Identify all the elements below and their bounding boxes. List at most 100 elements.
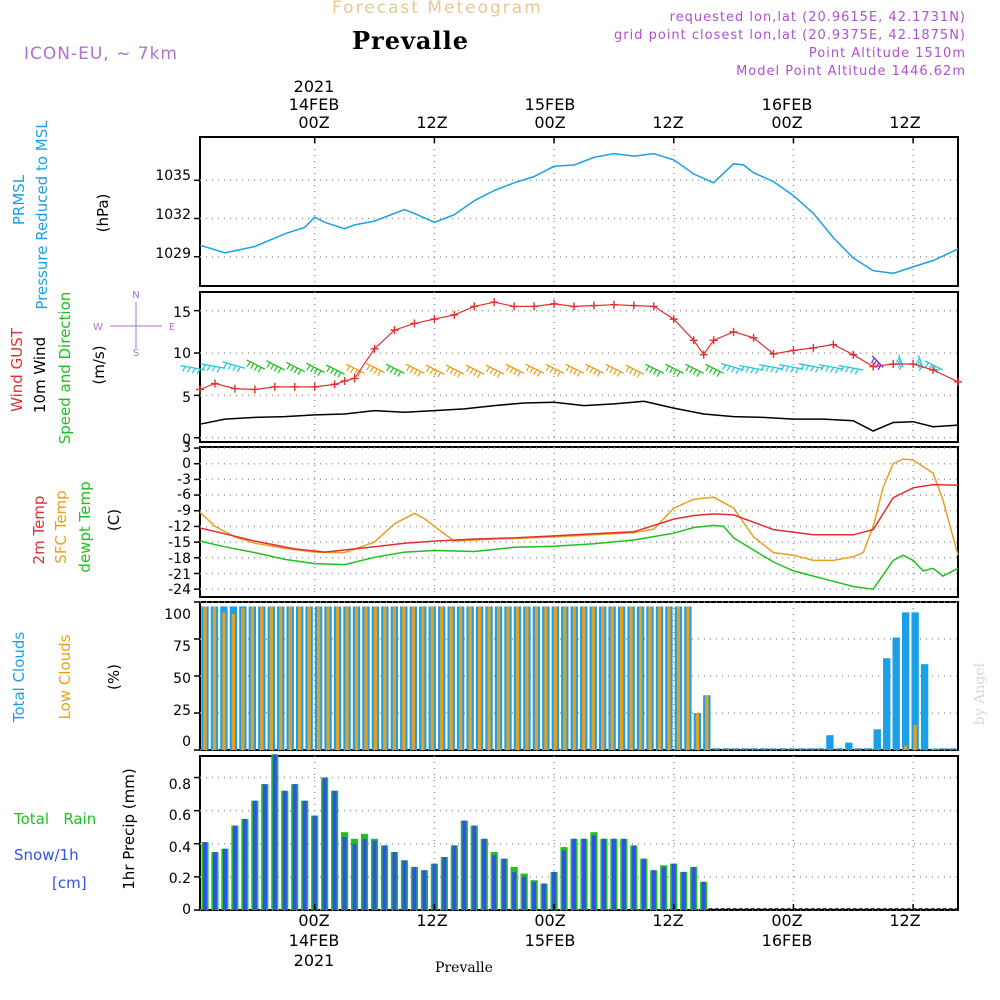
gust-marker-31 xyxy=(769,349,778,358)
wind-arrow-feather-14-1 xyxy=(477,372,482,378)
pressure-tick-0: 1035 xyxy=(155,168,191,184)
wind-direction-label: Speed and Direction xyxy=(56,292,74,445)
precip-snow-bar-11 xyxy=(312,815,317,910)
wind-arrow-feather-24-4 xyxy=(665,365,670,372)
wind-arrow-19 xyxy=(565,363,585,377)
gust-marker-34 xyxy=(829,340,838,349)
bottom-year-label: 2021 xyxy=(294,951,335,970)
precip-snow-bar-50 xyxy=(701,881,706,910)
wind-arrow-feather-31-4 xyxy=(800,364,805,371)
wind-arrow-feather-24-3 xyxy=(669,367,674,374)
gust-marker-14 xyxy=(450,310,459,319)
precip-snow-bar-24 xyxy=(442,857,447,910)
wind-arrow-15 xyxy=(485,364,505,378)
wind-arrow-36 xyxy=(915,355,924,372)
wind-arrow-feather-20-3 xyxy=(589,367,594,374)
cloud-low-bar-14 xyxy=(335,606,340,750)
wind-arrow-24 xyxy=(665,363,685,377)
wind-arrow-feather-21-3 xyxy=(609,367,614,374)
gust-marker-12 xyxy=(410,319,419,328)
wind-arrow-feather-7-3 xyxy=(330,368,335,374)
gust-marker-2 xyxy=(230,384,239,393)
wind-arrow-shaft-37 xyxy=(924,360,944,371)
precip-snow-bar-10 xyxy=(302,800,307,910)
wind-arrow-feather-27-1 xyxy=(735,368,740,374)
cloud-low-bar-44 xyxy=(619,606,624,750)
wind-arrow-shaft-30 xyxy=(778,364,804,370)
gust-marker-29 xyxy=(729,327,738,336)
cloud-low-bar-4 xyxy=(241,607,245,750)
wind-arrow-37 xyxy=(924,360,944,374)
precip-snow-bar-4 xyxy=(242,818,247,910)
precip-snow-bar-48 xyxy=(681,871,686,910)
wind-arrow-feather-0-4 xyxy=(181,366,186,372)
wind-arrow-feather-17-3 xyxy=(529,367,534,374)
clouds-unit-label: (%) xyxy=(105,664,123,690)
cloud-low-bar-24 xyxy=(430,606,434,750)
wind-arrow-feather-22-2 xyxy=(632,370,637,376)
gust-marker-30 xyxy=(749,333,758,342)
wind-arrow-2 xyxy=(222,361,246,373)
wind-arrow-shaft-24 xyxy=(665,363,685,374)
wind-arrow-feather-23-3 xyxy=(649,367,654,374)
wind-arrow-feather-12-3 xyxy=(429,368,434,374)
cloud-low-bar-16 xyxy=(354,606,359,750)
cloud-total-bar-71 xyxy=(873,729,881,750)
wind-arrow-6 xyxy=(305,362,325,376)
wind-arrow-23 xyxy=(645,363,665,377)
precip-snow-bar-30 xyxy=(502,858,507,910)
clouds-low-label: Low Clouds xyxy=(56,634,74,719)
wind-arrow-feather-7-2 xyxy=(333,370,338,376)
grid-coords: grid point closest lon,lat (20.9375E, 42… xyxy=(614,28,966,43)
wind-arrow-14 xyxy=(465,364,485,378)
temp2m-line xyxy=(199,483,959,553)
wind-arrow-feather-19-4 xyxy=(565,365,570,372)
wind-arrow-shaft-14 xyxy=(465,364,485,375)
gust-marker-0 xyxy=(196,385,204,394)
wind-arrow-feather-29-3 xyxy=(765,366,770,372)
wind-tick-1: 10 xyxy=(173,346,191,362)
wind-arrow-0 xyxy=(180,364,206,375)
wind-arrow-feather-21-2 xyxy=(613,369,618,375)
wind-arrow-feather-7-4 xyxy=(326,366,331,373)
precip-snow-bar-16 xyxy=(362,838,367,910)
pressure-tick-2: 1029 xyxy=(155,246,191,262)
cloud-total-bar-74 xyxy=(901,612,910,750)
gust-marker-25 xyxy=(669,315,678,324)
cloud-low-bar-43 xyxy=(610,606,614,750)
bottom-tick-line1-1: 12Z xyxy=(416,911,447,930)
wind-arrow-1 xyxy=(200,363,226,373)
wind-arrow-feather-15-2 xyxy=(493,370,498,376)
wind-arrow-feather-17-2 xyxy=(533,369,538,375)
cloud-low-bar-15 xyxy=(345,606,349,750)
wind-arrow-feather-0-2 xyxy=(191,367,196,374)
wind-arrow-feather-26-4 xyxy=(705,365,710,372)
wind-arrow-feather-28-3 xyxy=(745,366,750,373)
wind-arrow-shaft-3 xyxy=(246,359,266,370)
wind-arrow-feather-13-4 xyxy=(446,366,451,373)
precip-snow-bar-47 xyxy=(671,863,676,910)
wind-arrow-feather-11-1 xyxy=(417,371,422,377)
wind-arrow-30 xyxy=(778,364,804,374)
gust-marker-27 xyxy=(699,350,708,359)
precip-snow-bar-1 xyxy=(212,852,217,910)
precip-snow-bar-21 xyxy=(412,866,417,910)
cloud-low-bar-9 xyxy=(288,606,292,750)
wind-arrow-feather-25-4 xyxy=(685,365,690,372)
temp-tick-5: -12 xyxy=(168,519,191,535)
wind-arrow-feather-11-3 xyxy=(409,367,414,374)
wind-arrow-feather-19-3 xyxy=(569,367,574,374)
cloud-low-bar-41 xyxy=(591,606,595,750)
wind-arrow-shaft-17 xyxy=(525,363,545,374)
wind-arrow-shaft-20 xyxy=(585,363,605,374)
wind-arrow-shaft-16 xyxy=(505,363,525,374)
gust-marker-23 xyxy=(629,301,638,310)
precip-snow-bar-2 xyxy=(222,848,227,910)
cloud-low-bar-17 xyxy=(364,606,368,750)
wind-arrow-feather-4-3 xyxy=(270,364,275,370)
gust-line xyxy=(199,301,959,391)
wind-arrow-17 xyxy=(525,363,545,377)
temp-tick-4: -9 xyxy=(177,503,191,519)
bottom-tick-line2-2: 15FEB xyxy=(525,931,576,950)
compass-e: E xyxy=(169,322,175,333)
